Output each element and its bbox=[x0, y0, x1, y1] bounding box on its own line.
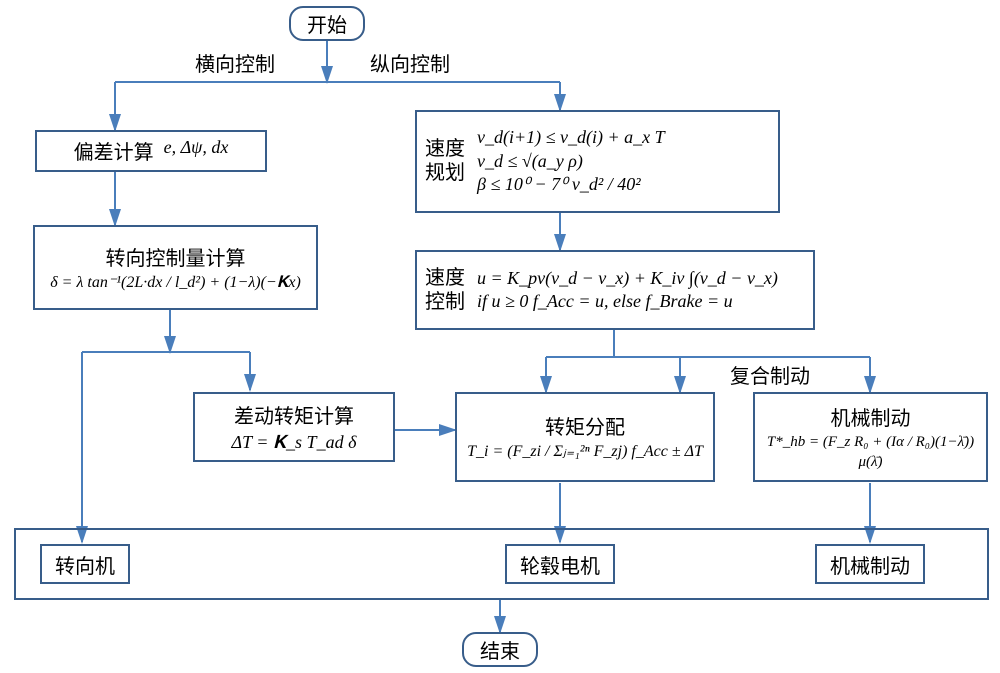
steering-calc-node: 转向控制量计算 δ = λ tan⁻¹(2L·dx / l_d²) + (1−λ… bbox=[33, 225, 318, 310]
torque-dist-title: 转矩分配 bbox=[545, 411, 625, 440]
start-node: 开始 bbox=[289, 6, 365, 41]
mech-brake-calc-node: 机械制动 T*_hb = (F_z R₀ + (Iα / R₀)(1−λ̄)) … bbox=[753, 392, 988, 482]
steering-calc-formula: δ = λ tan⁻¹(2L·dx / l_d²) + (1−λ)(−𝐊x) bbox=[50, 273, 301, 294]
start-label: 开始 bbox=[307, 9, 347, 38]
speed-plan-line-0: v_d(i+1) ≤ v_d(i) + a_x T bbox=[477, 126, 770, 149]
longitudinal-label: 纵向控制 bbox=[370, 48, 450, 77]
hub-motor-label: 轮毂电机 bbox=[520, 550, 600, 579]
speed-plan-line-2: β ≤ 10⁰ − 7⁰ v_d² / 40² bbox=[477, 173, 770, 196]
mech-brake-calc-formula: T*_hb = (F_z R₀ + (Iα / R₀)(1−λ̄)) μ(λ̄) bbox=[763, 433, 978, 472]
diff-torque-formula: ΔT = 𝐊_s T_ad δ bbox=[232, 431, 357, 454]
speed-ctrl-title: 速度控制 bbox=[425, 266, 467, 314]
end-node: 结束 bbox=[462, 632, 538, 667]
torque-dist-node: 转矩分配 T_i = (F_zi / Σⱼ₌₁²ⁿ F_zj) f_Acc ± … bbox=[455, 392, 715, 482]
mech-brake-calc-title: 机械制动 bbox=[831, 402, 911, 431]
speed-plan-title: 速度规划 bbox=[425, 137, 467, 185]
speed-plan-line-1: v_d ≤ √(a_y ρ) bbox=[477, 150, 770, 173]
diff-torque-node: 差动转矩计算 ΔT = 𝐊_s T_ad δ bbox=[193, 392, 395, 462]
deviation-title: 偏差计算 bbox=[74, 136, 154, 165]
mech-brake-node: 机械制动 bbox=[815, 544, 925, 584]
speed-ctrl-line-0: u = K_pv(v_d − v_x) + K_iv ∫(v_d − v_x) bbox=[477, 267, 805, 290]
steering-calc-title: 转向控制量计算 bbox=[106, 242, 246, 271]
mech-brake-label: 机械制动 bbox=[830, 550, 910, 579]
speed-plan-node: 速度规划 v_d(i+1) ≤ v_d(i) + a_x T v_d ≤ √(a… bbox=[415, 110, 780, 213]
steering-machine-label: 转向机 bbox=[55, 550, 115, 579]
speed-ctrl-line-1: if u ≥ 0 f_Acc = u, else f_Brake = u bbox=[477, 290, 805, 313]
lateral-label: 横向控制 bbox=[195, 48, 275, 77]
compound-braking-label: 复合制动 bbox=[730, 360, 810, 389]
hub-motor-node: 轮毂电机 bbox=[505, 544, 615, 584]
diff-torque-title: 差动转矩计算 bbox=[234, 400, 354, 429]
end-label: 结束 bbox=[480, 635, 520, 664]
deviation-node: 偏差计算 e, Δψ, dx bbox=[35, 130, 267, 172]
torque-dist-formula: T_i = (F_zi / Σⱼ₌₁²ⁿ F_zj) f_Acc ± ΔT bbox=[467, 442, 703, 463]
speed-ctrl-node: 速度控制 u = K_pv(v_d − v_x) + K_iv ∫(v_d − … bbox=[415, 250, 815, 330]
deviation-formula: e, Δψ, dx bbox=[164, 136, 229, 159]
steering-machine-node: 转向机 bbox=[40, 544, 130, 584]
